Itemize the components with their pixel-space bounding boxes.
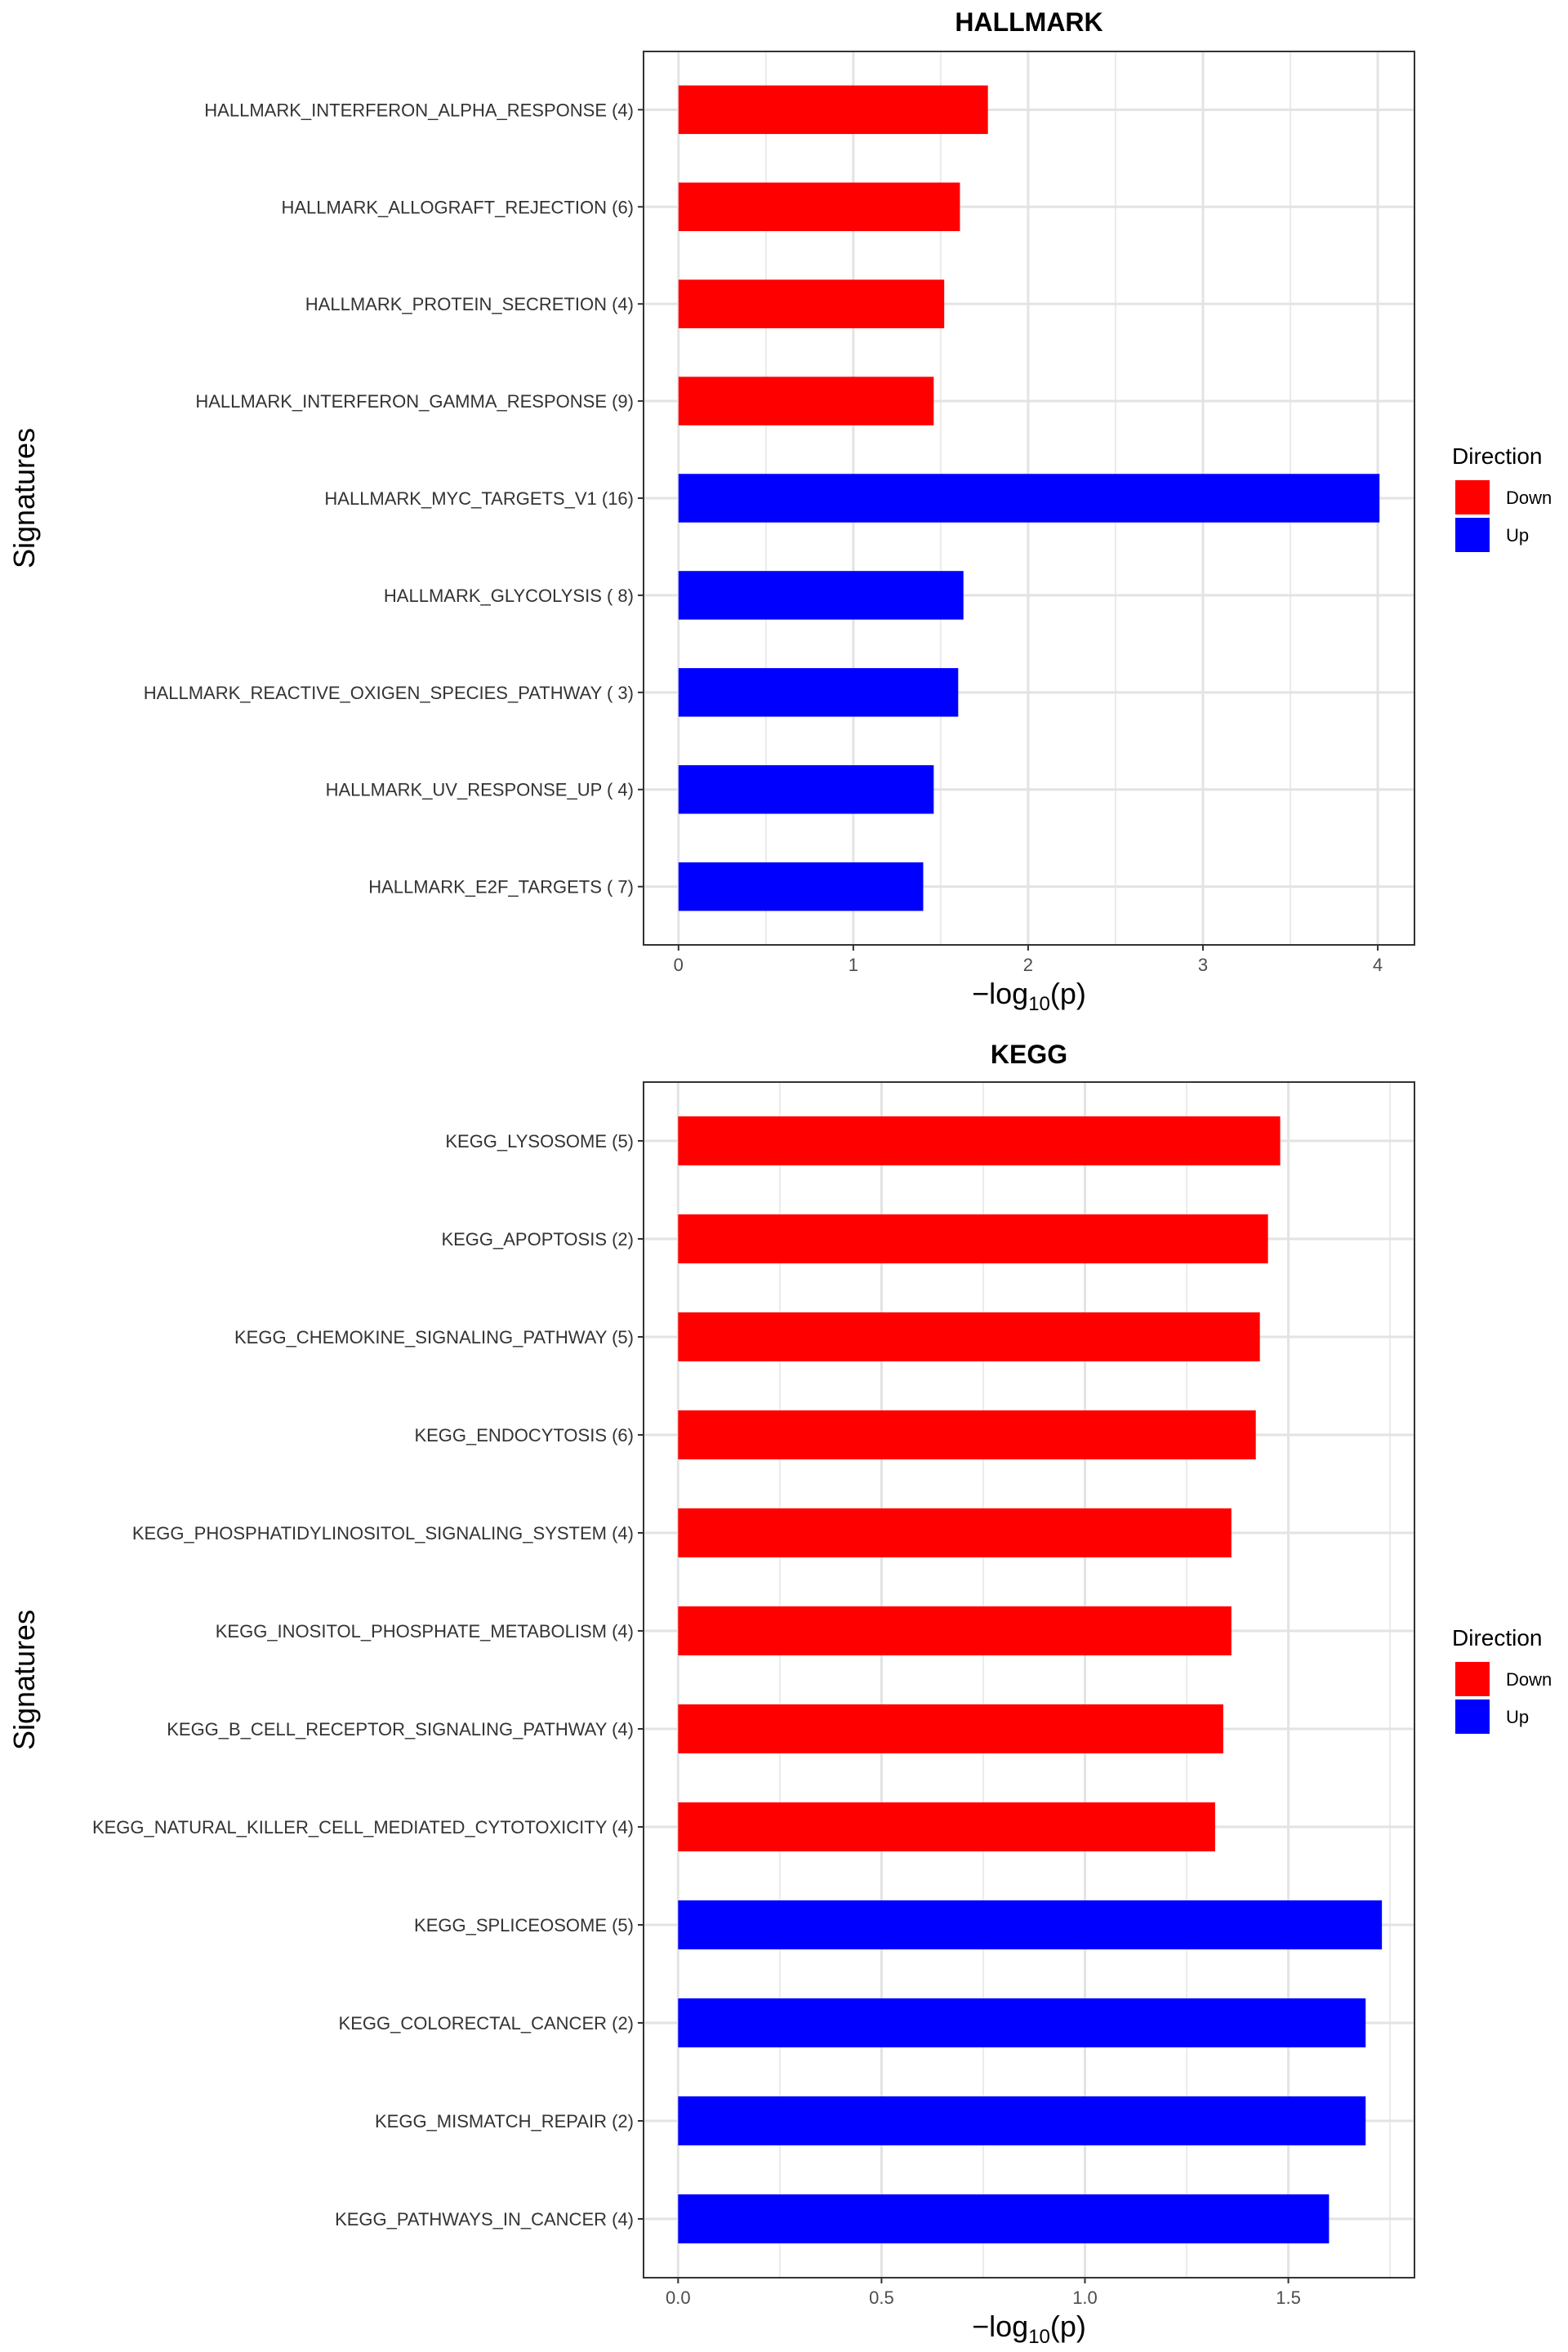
legend-label: Down xyxy=(1506,1669,1552,1690)
y-tick-label: KEGG_MISMATCH_REPAIR (2) xyxy=(375,2111,634,2132)
chart-title: HALLMARK xyxy=(955,7,1102,37)
y-tick-label: KEGG_COLORECTAL_CANCER (2) xyxy=(339,2013,634,2034)
bar xyxy=(678,85,988,135)
panel-kegg: KEGG_LYSOSOME (5) KEGG_APOPTOSIS (2) KEGG_… xyxy=(7,1040,1552,2348)
legend-label: Up xyxy=(1506,1707,1529,1727)
bar xyxy=(678,571,964,620)
y-tick-label: HALLMARK_REACTIVE_OXIGEN_SPECIES_PATHWAY… xyxy=(144,683,634,703)
legend: Direction Down Up xyxy=(1452,443,1552,552)
bar xyxy=(678,1312,1260,1361)
bar xyxy=(678,1998,1366,2047)
legend: Direction Down Up xyxy=(1452,1625,1552,1734)
bar xyxy=(678,2096,1366,2145)
legend-label: Down xyxy=(1506,488,1552,508)
bar xyxy=(678,2194,1330,2243)
y-tick-label: HALLMARK_MYC_TARGETS_V1 (16) xyxy=(324,488,634,509)
y-tick-label: KEGG_INOSITOL_PHOSPHATE_METABOLISM (4) xyxy=(216,1621,634,1642)
y-tick-label: KEGG_APOPTOSIS (2) xyxy=(441,1229,634,1250)
bar xyxy=(678,668,959,717)
x-tick-label: 1.5 xyxy=(1276,2287,1301,2308)
panel-hallmark: HALLMARK_INTERFERON_ALPHA_RESPONSE (4) HA… xyxy=(7,7,1552,1015)
y-axis-label: Signatures xyxy=(7,1610,41,1750)
bar xyxy=(678,279,945,328)
bar xyxy=(678,376,934,425)
y-tick-label: HALLMARK_GLYCOLYSIS ( 8) xyxy=(384,586,634,606)
y-tick-label: HALLMARK_INTERFERON_ALPHA_RESPONSE (4) xyxy=(204,100,634,120)
y-tick-label: KEGG_LYSOSOME (5) xyxy=(445,1131,634,1152)
bar xyxy=(678,1704,1223,1753)
bar xyxy=(678,474,1380,523)
y-tick-label: KEGG_NATURAL_KILLER_CELL_MEDIATED_CYTOTO… xyxy=(92,1817,634,1838)
y-tick-label: HALLMARK_E2F_TARGETS ( 7) xyxy=(368,877,634,898)
panel-border xyxy=(643,1081,1415,2278)
plot-background xyxy=(644,1082,1414,2278)
chart-title: KEGG xyxy=(991,1040,1067,1069)
y-tick-label: HALLMARK_INTERFERON_GAMMA_RESPONSE (9) xyxy=(195,391,634,412)
y-tick-label: KEGG_ENDOCYTOSIS (6) xyxy=(414,1425,634,1446)
y-tick-label: KEGG_PHOSPHATIDYLINOSITOL_SIGNALING_SYST… xyxy=(132,1523,634,1544)
legend-swatch-down xyxy=(1455,480,1490,514)
x-axis-label: −log10(p) xyxy=(972,977,1086,1015)
x-tick-label: 2 xyxy=(1023,955,1033,975)
bar xyxy=(678,1508,1232,1557)
y-axis-label: Signatures xyxy=(7,428,41,568)
bar xyxy=(678,862,924,911)
y-tick-label: KEGG_PATHWAYS_IN_CANCER (4) xyxy=(335,2209,634,2230)
x-axis-label: −log10(p) xyxy=(972,2310,1086,2348)
legend-label: Up xyxy=(1506,525,1529,546)
legend-title: Direction xyxy=(1452,443,1542,469)
x-tick-label: 0.0 xyxy=(666,2287,691,2308)
x-tick-label: 3 xyxy=(1198,955,1208,975)
y-tick-label: KEGG_SPLICEOSOME (5) xyxy=(414,1915,634,1936)
y-tick-label: KEGG_CHEMOKINE_SIGNALING_PATHWAY (5) xyxy=(234,1327,634,1348)
y-tick-label: HALLMARK_PROTEIN_SECRETION (4) xyxy=(305,294,634,314)
legend-title: Direction xyxy=(1452,1625,1542,1650)
bar xyxy=(678,1606,1232,1655)
panel-border xyxy=(643,51,1415,946)
bar xyxy=(678,1900,1383,1949)
y-tick-label: KEGG_B_CELL_RECEPTOR_SIGNALING_PATHWAY (… xyxy=(167,1719,634,1740)
bar xyxy=(678,1214,1268,1263)
x-tick-label: 0 xyxy=(674,955,684,975)
bar xyxy=(678,1802,1215,1851)
legend-swatch-down xyxy=(1455,1662,1490,1696)
y-tick-label: HALLMARK_UV_RESPONSE_UP ( 4) xyxy=(326,780,634,800)
bar xyxy=(678,1116,1281,1165)
x-tick-label: 1.0 xyxy=(1072,2287,1098,2308)
legend-swatch-up xyxy=(1455,1699,1490,1734)
x-tick-label: 0.5 xyxy=(869,2287,894,2308)
x-tick-label: 1 xyxy=(849,955,858,975)
bar xyxy=(678,765,934,814)
bar xyxy=(678,1410,1256,1459)
bar xyxy=(678,182,960,231)
legend-swatch-up xyxy=(1455,518,1490,552)
x-tick-label: 4 xyxy=(1373,955,1383,975)
y-tick-label: HALLMARK_ALLOGRAFT_REJECTION (6) xyxy=(281,197,634,217)
